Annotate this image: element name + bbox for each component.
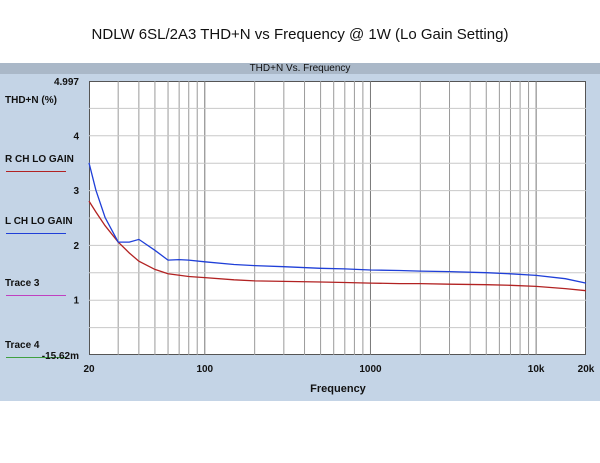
y-tick-label: 3 (73, 186, 79, 197)
legend-label-l-ch: L CH LO GAIN (5, 216, 73, 227)
x-tick-label: 20 (83, 364, 95, 375)
legend-line-r-ch (6, 171, 66, 172)
legend-label-trace-4: Trace 4 (5, 340, 40, 351)
y-tick-label: 4.997 (54, 77, 79, 88)
x-tick-label: 100 (196, 364, 213, 375)
series-line-l-ch (88, 162, 587, 284)
legend-line-l-ch (6, 233, 66, 234)
y-tick-label: 4 (73, 131, 79, 142)
x-axis-title: Frequency (310, 383, 366, 395)
y-tick-label: 2 (73, 241, 79, 252)
y-axis-title: THD+N (%) (5, 95, 57, 106)
x-tick-label: 10k (528, 364, 545, 375)
series-line-r-ch (88, 200, 587, 292)
y-tick-label: 1 (73, 295, 79, 306)
x-tick-label: 1000 (359, 364, 382, 375)
legend-line-trace-3 (6, 295, 66, 296)
panel-title: THD+N Vs. Frequency (0, 63, 600, 74)
legend-label-r-ch: R CH LO GAIN (5, 154, 74, 165)
y-tick-label: -15.62m (42, 351, 79, 362)
x-tick-label: 20k (578, 364, 595, 375)
legend-line-trace-4 (6, 357, 66, 358)
page-title: NDLW 6SL/2A3 THD+N vs Frequency @ 1W (Lo… (91, 26, 509, 43)
legend-label-trace-3: Trace 3 (5, 278, 40, 289)
